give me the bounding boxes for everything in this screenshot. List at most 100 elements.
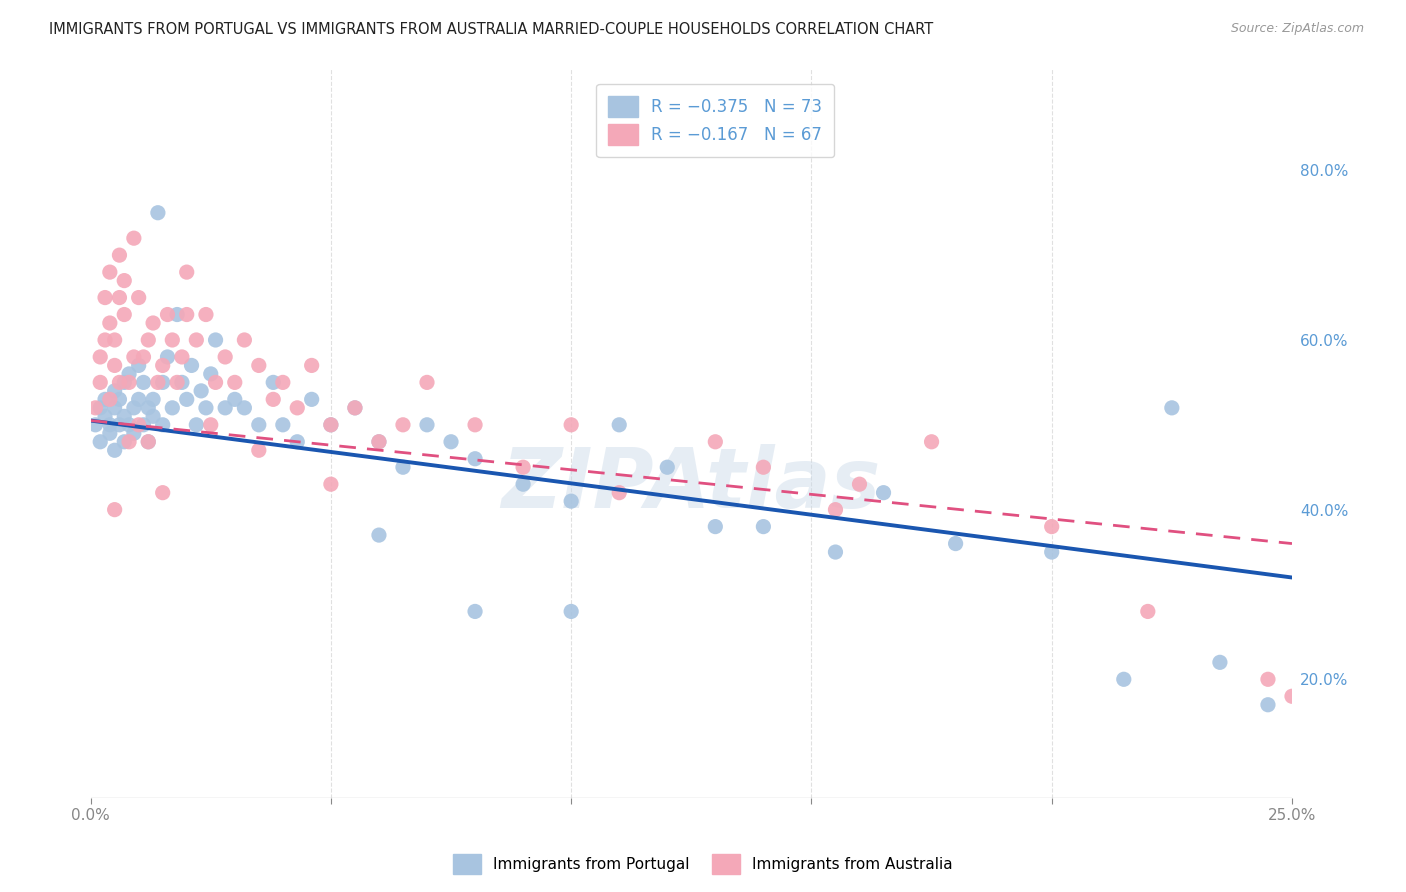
Point	[108, 291, 131, 305]
Point	[152, 417, 174, 432]
Legend: R = −0.375   N = 73, R = −0.167   N = 67: R = −0.375 N = 73, R = −0.167 N = 67	[596, 84, 834, 157]
Point	[301, 392, 323, 407]
Point	[170, 350, 193, 364]
Point	[657, 460, 679, 475]
Point	[1136, 604, 1159, 618]
Point	[194, 308, 217, 322]
Point	[176, 308, 198, 322]
Point	[162, 401, 184, 415]
Point	[607, 417, 630, 432]
Point	[464, 417, 486, 432]
Point	[224, 376, 246, 390]
Point	[752, 460, 775, 475]
Point	[166, 308, 188, 322]
Point	[945, 536, 967, 550]
Point	[560, 604, 582, 618]
Point	[152, 376, 174, 390]
Point	[104, 384, 127, 398]
Point	[200, 417, 222, 432]
Point	[98, 426, 121, 441]
Text: IMMIGRANTS FROM PORTUGAL VS IMMIGRANTS FROM AUSTRALIA MARRIED-COUPLE HOUSEHOLDS : IMMIGRANTS FROM PORTUGAL VS IMMIGRANTS F…	[49, 22, 934, 37]
Point	[285, 401, 308, 415]
Point	[319, 417, 342, 432]
Point	[128, 359, 150, 373]
Point	[156, 350, 179, 364]
Point	[136, 401, 159, 415]
Point	[214, 350, 236, 364]
Point	[142, 392, 165, 407]
Point	[94, 409, 117, 424]
Point	[343, 401, 366, 415]
Point	[512, 477, 534, 491]
Point	[118, 417, 141, 432]
Point	[233, 333, 256, 347]
Point	[194, 401, 217, 415]
Point	[440, 434, 463, 449]
Point	[122, 426, 145, 441]
Point	[136, 434, 159, 449]
Point	[186, 417, 208, 432]
Point	[704, 519, 727, 533]
Point	[607, 485, 630, 500]
Point	[176, 265, 198, 279]
Legend: Immigrants from Portugal, Immigrants from Australia: Immigrants from Portugal, Immigrants fro…	[447, 848, 959, 880]
Point	[190, 384, 212, 398]
Text: Source: ZipAtlas.com: Source: ZipAtlas.com	[1230, 22, 1364, 36]
Point	[560, 417, 582, 432]
Point	[233, 401, 256, 415]
Point	[122, 401, 145, 415]
Point	[166, 376, 188, 390]
Point	[271, 376, 294, 390]
Point	[132, 350, 155, 364]
Point	[1281, 690, 1303, 704]
Point	[89, 401, 111, 415]
Point	[271, 417, 294, 432]
Point	[343, 401, 366, 415]
Point	[1112, 673, 1135, 687]
Point	[132, 376, 155, 390]
Point	[136, 333, 159, 347]
Point	[392, 460, 415, 475]
Point	[392, 417, 415, 432]
Point	[262, 376, 284, 390]
Point	[848, 477, 870, 491]
Point	[104, 502, 127, 516]
Point	[180, 359, 202, 373]
Point	[512, 460, 534, 475]
Point	[122, 350, 145, 364]
Point	[112, 376, 135, 390]
Point	[118, 434, 141, 449]
Point	[142, 316, 165, 330]
Point	[128, 392, 150, 407]
Point	[89, 350, 111, 364]
Point	[704, 434, 727, 449]
Point	[108, 392, 131, 407]
Point	[112, 409, 135, 424]
Point	[464, 451, 486, 466]
Point	[94, 392, 117, 407]
Point	[285, 434, 308, 449]
Point	[319, 417, 342, 432]
Point	[368, 528, 391, 542]
Point	[176, 392, 198, 407]
Point	[156, 308, 179, 322]
Point	[1209, 656, 1232, 670]
Point	[921, 434, 943, 449]
Point	[98, 417, 121, 432]
Point	[146, 205, 169, 219]
Point	[301, 359, 323, 373]
Point	[118, 376, 141, 390]
Point	[128, 291, 150, 305]
Point	[142, 409, 165, 424]
Point	[108, 417, 131, 432]
Point	[752, 519, 775, 533]
Point	[108, 376, 131, 390]
Point	[824, 545, 846, 559]
Point	[89, 376, 111, 390]
Point	[98, 392, 121, 407]
Point	[152, 485, 174, 500]
Point	[824, 502, 846, 516]
Point	[84, 417, 107, 432]
Text: ZIPAtlas: ZIPAtlas	[502, 444, 882, 524]
Point	[104, 359, 127, 373]
